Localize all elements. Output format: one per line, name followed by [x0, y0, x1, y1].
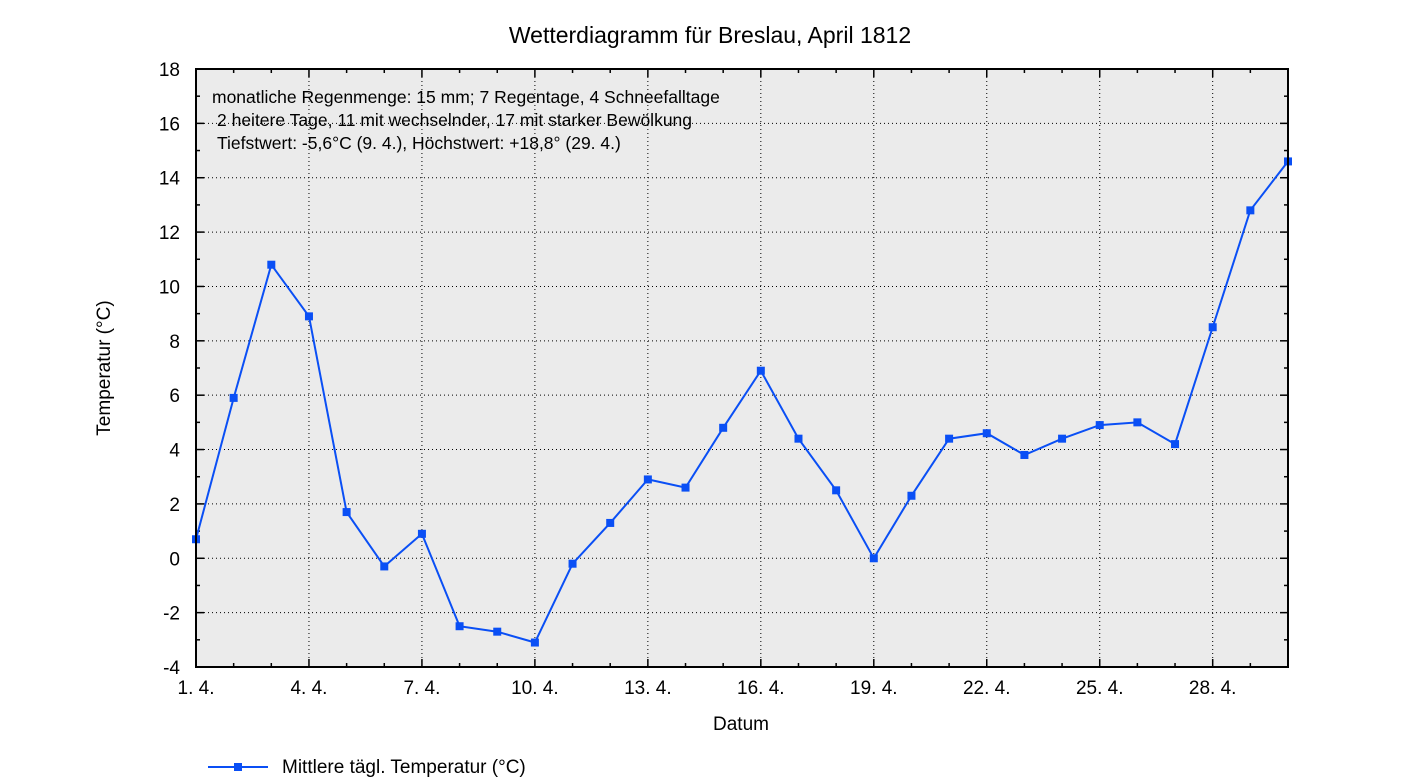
annotation-line: 2 heitere Tage, 11 mit wechselnder, 17 m… — [217, 110, 692, 130]
y-tick-label: 4 — [169, 441, 180, 462]
data-point-marker — [756, 366, 765, 375]
data-point-marker — [794, 434, 803, 443]
x-tick-label: 10. 4. — [511, 678, 559, 699]
data-point-marker — [229, 393, 238, 402]
data-point-marker — [568, 559, 577, 568]
plot-background — [196, 69, 1288, 667]
x-tick-label: 4. 4. — [290, 678, 327, 699]
data-point-marker — [643, 475, 652, 484]
y-tick-label: -2 — [163, 604, 180, 625]
annotation-line: monatliche Regenmenge: 15 mm; 7 Regentag… — [212, 87, 720, 107]
y-tick-label: 10 — [159, 277, 180, 298]
y-tick-label: 12 — [159, 223, 180, 244]
x-tick-label: 22. 4. — [963, 678, 1011, 699]
data-point-marker — [530, 638, 539, 647]
x-tick-label: 19. 4. — [850, 678, 898, 699]
y-tick-label: 14 — [159, 169, 181, 190]
x-tick-label: 16. 4. — [737, 678, 785, 699]
data-point-marker — [1208, 323, 1217, 332]
y-tick-label: 2 — [169, 495, 180, 516]
x-tick-label: 28. 4. — [1189, 678, 1237, 699]
data-point-marker — [455, 622, 464, 631]
plot-area: -4 -2 0 2 4 6 8 10 12 14 16 18 1. 4. 4. 4. 7. 4. 10. 4.… — [159, 60, 1292, 699]
legend: Mittlere tägl. Temperatur (°C) — [208, 757, 526, 778]
legend-marker — [234, 763, 242, 771]
plot-frame — [195, 68, 1289, 668]
data-point-marker — [945, 434, 954, 443]
data-point-marker — [1246, 206, 1255, 215]
data-point-marker — [606, 518, 615, 527]
x-tick-label: 7. 4. — [403, 678, 440, 699]
y-axis-label: Temperatur (°C) — [94, 300, 115, 435]
data-point-marker — [1133, 418, 1142, 427]
data-point-marker — [869, 554, 878, 563]
y-tick-label: -4 — [163, 658, 180, 679]
x-tick-label: 25. 4. — [1076, 678, 1124, 699]
y-tick-label: 16 — [159, 114, 180, 135]
y-tick-label: 18 — [159, 60, 180, 81]
data-point-marker — [304, 312, 313, 321]
x-tick-label: 1. 4. — [178, 678, 215, 699]
data-point-marker — [719, 423, 728, 432]
data-point-marker — [681, 483, 690, 492]
y-tick-label: 8 — [169, 332, 180, 353]
data-point-marker — [342, 508, 351, 517]
data-point-marker — [832, 486, 841, 495]
data-point-marker — [417, 529, 426, 538]
legend-label: Mittlere tägl. Temperatur (°C) — [282, 757, 526, 778]
x-axis-label: Datum — [713, 714, 769, 735]
data-point-marker — [493, 627, 502, 636]
y-tick-label: 6 — [169, 386, 180, 407]
x-tick-label: 13. 4. — [624, 678, 672, 699]
data-point-marker — [267, 260, 276, 269]
data-point-marker — [982, 429, 991, 438]
data-point-marker — [1095, 421, 1104, 430]
data-point-marker — [1020, 450, 1029, 459]
y-tick-label: 0 — [169, 549, 180, 570]
data-point-marker — [907, 491, 916, 500]
chart-title: Wetterdiagramm für Breslau, April 1812 — [509, 22, 911, 48]
data-point-marker — [1058, 434, 1067, 443]
series-line — [195, 160, 1289, 644]
data-point-marker — [380, 562, 389, 571]
annotation-line: Tiefstwert: -5,6°C (9. 4.), Höchstwert: … — [217, 133, 621, 153]
data-point-marker — [1171, 440, 1180, 449]
